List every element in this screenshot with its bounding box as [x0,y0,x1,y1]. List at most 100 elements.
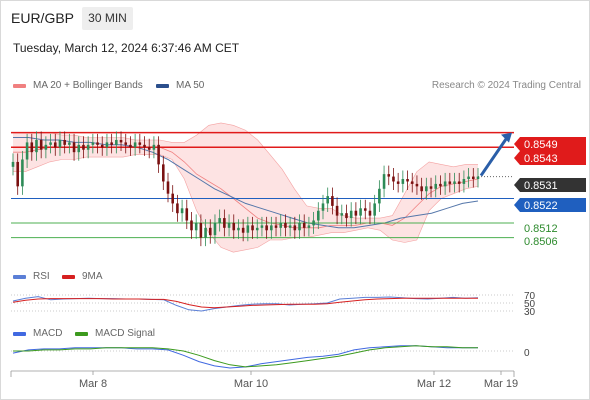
candle-body [190,220,193,231]
candle-body [237,227,240,231]
price-tag-0.8543: 0.8543 [514,151,586,165]
price-tag-0.8531: 0.8531 [514,178,586,192]
candle-body [284,222,287,228]
candle-body [53,142,57,148]
candle-body [448,181,452,184]
candle-body [378,188,381,204]
candle-body [68,142,71,145]
candle-body [349,210,353,219]
legend-rsi-ma: 9MA [62,271,103,282]
candle-body [312,220,315,226]
candle-body [72,142,76,153]
time-tick-label: Mar 10 [234,378,268,390]
research-credit: Research © 2024 Trading Central [431,80,581,91]
candle-body [21,159,24,187]
candle-body [335,205,339,216]
bollinger-label: MA 20 + Bollinger Bands [33,80,143,91]
candle-body [199,222,203,238]
symbol-title: EUR/GBP [11,10,75,26]
candle-body [373,203,376,216]
candle-body [387,174,391,177]
candle-body [246,225,250,233]
candle-body [110,142,113,145]
price-label-0.8506: 0.8506 [524,236,558,248]
candle-body [401,179,405,184]
macd-signal-label: MACD Signal [95,328,156,339]
candle-body [270,225,273,231]
candle-body [49,142,52,145]
candle-body [434,183,438,189]
candle-body [58,139,62,148]
time-tick-label: Mar 12 [417,378,451,390]
time-tick-label: Mar 19 [484,378,518,390]
bollinger-swatch [13,83,26,88]
candle-body [223,218,226,228]
ma50-line [13,137,479,229]
price-tag-box [514,178,586,192]
candle-body [91,142,95,145]
candle-body [410,181,414,184]
price-tag-text: 0.8531 [524,180,558,192]
candle-body [457,181,461,184]
macd-signal-line [13,345,478,368]
candle-body [96,142,99,145]
price-tag-0.8549: 0.8549 [514,137,586,151]
legend-macd-signal: MACD Signal [75,328,155,339]
candle-body [251,225,254,231]
candle-body [16,161,19,187]
candle-body [392,176,395,182]
candle-body [279,222,283,228]
candle-body [265,225,268,231]
rsi-level-label-50: 50 [524,299,536,310]
candle-body [176,203,179,214]
ma50-swatch [156,83,169,88]
candle-body [180,208,184,214]
rsi-ma-swatch [62,274,75,279]
candle-body [396,181,400,184]
candle-body [157,144,160,165]
candle-body [443,181,447,187]
macd-signal-swatch [75,331,88,336]
candle-body [162,164,165,182]
candle-body [105,142,109,148]
candle-body [453,181,456,184]
candle-body [260,225,264,228]
candle-body [406,179,409,182]
candle-body [25,142,29,160]
candle-body [63,139,66,145]
candle-body [204,227,207,238]
legend-rsi: RSI [13,271,50,282]
candle-body [30,142,34,153]
price-label-0.8512: 0.8512 [524,223,558,235]
price-tag-text: 0.8522 [524,200,558,212]
candle-body [171,193,174,204]
candle-body [359,208,362,216]
forecast-arrow-head [501,132,512,143]
candle-body [321,203,325,211]
candle-body [100,144,104,148]
legend-ma50: MA 50 [156,80,204,91]
candle-body [129,144,132,148]
candle-body [255,227,259,231]
rsi-ma-line [12,297,478,309]
bollinger-band-fill [13,122,478,253]
candle-body [82,144,85,150]
candle-body [363,208,367,211]
candle-body [467,176,470,180]
price-tag-0.8522: 0.8522 [514,198,586,212]
candle-body [119,139,123,143]
candle-body [302,222,306,228]
rsi-level-label-70: 70 [524,291,536,302]
candle-body [354,210,358,216]
candle-body [86,144,90,150]
candle-body [138,142,142,145]
candle-body [472,176,475,180]
candle-body [218,218,221,223]
timeframe-button[interactable]: 30 MIN [82,7,133,30]
candle-body [307,225,311,228]
candle-body [241,227,245,233]
candle-body [288,225,292,228]
datetime-label: Tuesday, March 12, 2024 6:37:46 AM CET [13,41,240,55]
forecast-arrow-shaft [479,136,509,177]
